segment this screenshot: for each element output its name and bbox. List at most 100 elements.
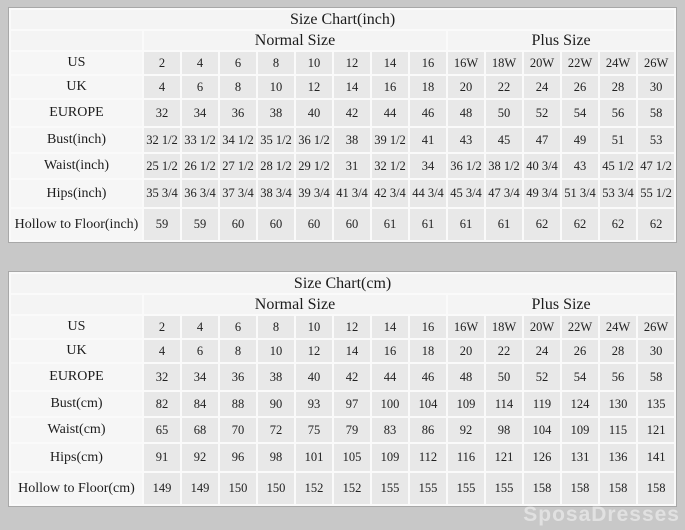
size-chart-cm-table: Size Chart(cm) Normal Size Plus Size US 2 4 6 8… (8, 271, 678, 507)
size-cell: 36 (220, 364, 256, 390)
size-cell: 38 (334, 128, 370, 152)
row-label: US (11, 316, 142, 338)
table-row: Hollow to Floor(inch) 59 59 60 60 60 60 61 61 61 6… (11, 209, 675, 240)
size-cell: 46 (410, 100, 446, 126)
size-cell: 98 (258, 444, 294, 471)
size-cell: 60 (220, 209, 256, 240)
size-cell: 35 1/2 (258, 128, 294, 152)
size-cell: 34 (182, 100, 218, 126)
size-cell: 130 (600, 392, 636, 416)
size-cell: 92 (448, 418, 484, 442)
size-cell: 34 (410, 154, 446, 178)
size-cell: 96 (220, 444, 256, 471)
size-cell: 155 (410, 473, 446, 504)
size-cell: 50 (486, 100, 522, 126)
size-cell: 20W (524, 52, 560, 74)
size-cell: 155 (486, 473, 522, 504)
size-cell: 38 3/4 (258, 180, 294, 207)
size-cell: 51 (600, 128, 636, 152)
size-cell: 29 1/2 (296, 154, 332, 178)
size-cell: 8 (258, 52, 294, 74)
size-cell: 12 (296, 340, 332, 362)
size-cell: 131 (562, 444, 598, 471)
size-cell: 158 (638, 473, 675, 504)
size-cell: 109 (562, 418, 598, 442)
size-cell: 47 (524, 128, 560, 152)
table-row: EUROPE 32 34 36 38 40 42 44 46 48 50 52 54 56 58 (11, 364, 675, 390)
size-cell: 12 (334, 52, 370, 74)
size-cell: 32 1/2 (372, 154, 408, 178)
row-label: Hips(cm) (11, 444, 142, 471)
size-cell: 48 (448, 364, 484, 390)
size-cell: 38 1/2 (486, 154, 522, 178)
size-cell: 90 (258, 392, 294, 416)
size-cell: 45 (486, 128, 522, 152)
size-cell: 4 (144, 76, 180, 98)
row-label: UK (11, 340, 142, 362)
size-cell: 116 (448, 444, 484, 471)
size-cell: 44 3/4 (410, 180, 446, 207)
size-cell: 135 (638, 392, 675, 416)
size-cell: 98 (486, 418, 522, 442)
size-cell: 22W (562, 316, 598, 338)
table-row: EUROPE 32 34 36 38 40 42 44 46 48 50 52 54 56 58 (11, 100, 675, 126)
size-cell: 30 (638, 76, 675, 98)
table-row: US 2 4 6 8 10 12 14 16 16W 18W 20W 22W 24W 26W (11, 52, 675, 74)
size-cell: 18W (486, 52, 522, 74)
size-cell: 8 (220, 76, 256, 98)
size-cell: 36 1/2 (448, 154, 484, 178)
size-cell: 84 (182, 392, 218, 416)
size-cell: 50 (486, 364, 522, 390)
column-group-label: Normal Size (144, 295, 446, 314)
size-cell: 43 (562, 154, 598, 178)
size-cell: 53 (638, 128, 675, 152)
size-cell: 155 (372, 473, 408, 504)
size-cell: 58 (638, 364, 675, 390)
size-cell: 14 (372, 52, 408, 74)
chart-title: Size Chart(inch) (11, 10, 675, 29)
size-cell: 22 (486, 340, 522, 362)
size-cell: 49 (562, 128, 598, 152)
size-cell: 38 (258, 364, 294, 390)
size-cell: 104 (410, 392, 446, 416)
size-cell: 26W (638, 316, 675, 338)
size-cell: 32 (144, 364, 180, 390)
size-cell: 43 (448, 128, 484, 152)
size-cell: 31 (334, 154, 370, 178)
size-cell: 54 (562, 364, 598, 390)
size-cell: 121 (638, 418, 675, 442)
size-cell: 36 3/4 (182, 180, 218, 207)
size-cell: 4 (182, 52, 218, 74)
table-row: Hips(inch) 35 3/4 36 3/4 37 3/4 38 3/4 39 3/4… (11, 180, 675, 207)
size-cell: 47 1/2 (638, 154, 675, 178)
size-cell: 26 (562, 340, 598, 362)
size-cell: 41 (410, 128, 446, 152)
size-cell: 42 (334, 100, 370, 126)
size-cell: 12 (296, 76, 332, 98)
size-cell: 152 (334, 473, 370, 504)
table-row: UK 4 6 8 10 12 14 16 18 20 22 24 26 28 30 (11, 76, 675, 98)
row-label: EUROPE (11, 364, 142, 390)
size-cell: 48 (448, 100, 484, 126)
row-label: Bust(inch) (11, 128, 142, 152)
size-cell: 4 (144, 340, 180, 362)
table-row: UK 4 6 8 10 12 14 16 18 20 22 24 26 28 30 (11, 340, 675, 362)
size-cell: 40 (296, 100, 332, 126)
size-cell: 46 (410, 364, 446, 390)
size-cell: 26W (638, 52, 675, 74)
size-cell: 124 (562, 392, 598, 416)
size-cell: 119 (524, 392, 560, 416)
size-cell: 18 (410, 76, 446, 98)
size-cell: 25 1/2 (144, 154, 180, 178)
size-cell: 51 3/4 (562, 180, 598, 207)
size-cell: 14 (334, 76, 370, 98)
size-cell: 32 1/2 (144, 128, 180, 152)
size-cell: 37 3/4 (220, 180, 256, 207)
size-cell: 150 (258, 473, 294, 504)
size-cell: 62 (524, 209, 560, 240)
size-cell: 8 (220, 340, 256, 362)
size-cell: 97 (334, 392, 370, 416)
size-cell: 62 (600, 209, 636, 240)
column-group-label: Normal Size (144, 31, 446, 50)
size-cell: 126 (524, 444, 560, 471)
